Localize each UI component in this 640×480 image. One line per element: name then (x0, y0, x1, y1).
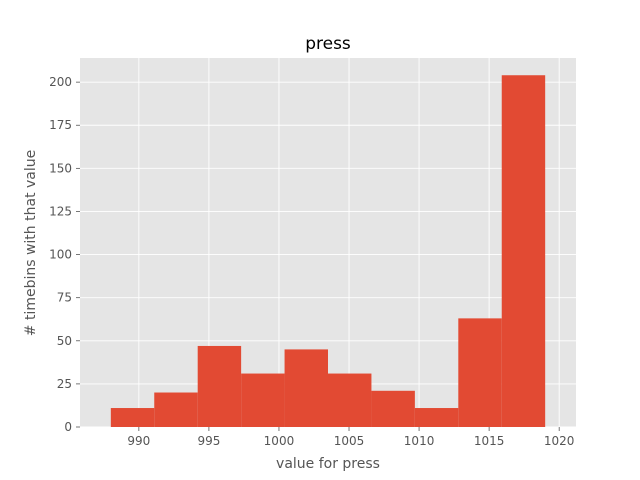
histogram-bar (241, 373, 285, 427)
histogram-bar (458, 318, 502, 427)
y-tick-label: 175 (49, 118, 72, 132)
x-tick-label: 1010 (404, 434, 435, 448)
histogram-bar (284, 349, 328, 427)
x-tick-label: 1005 (334, 434, 365, 448)
axis-ticks: 990 995 1000 1005 1010 1015 1020 0 25 50 75 100 125 1… (49, 75, 574, 448)
y-tick-label: 200 (49, 75, 72, 89)
x-tick-label: 1020 (544, 434, 575, 448)
histogram-bar (501, 75, 546, 428)
y-tick-label: 75 (57, 291, 72, 305)
x-axis-label: value for press (276, 456, 380, 472)
x-tick-label: 990 (127, 434, 150, 448)
bars (110, 75, 546, 428)
histogram-bar (371, 390, 415, 427)
y-tick-label: 100 (49, 248, 72, 262)
y-tick-label: 25 (57, 377, 72, 391)
histogram-bar (328, 373, 372, 427)
histogram-bar (154, 392, 198, 427)
histogram-bar (110, 408, 155, 427)
x-tick-label: 1015 (474, 434, 505, 448)
histogram-bar (197, 345, 242, 427)
chart-title: press (305, 34, 351, 54)
y-tick-label: 50 (57, 334, 72, 348)
y-axis-label: # timebins with that value (23, 150, 39, 336)
histogram-bar (414, 408, 459, 427)
y-tick-label: 0 (64, 420, 72, 434)
y-tick-label: 125 (49, 204, 72, 218)
x-tick-label: 995 (197, 434, 220, 448)
y-tick-label: 150 (49, 161, 72, 175)
x-tick-label: 1000 (264, 434, 295, 448)
